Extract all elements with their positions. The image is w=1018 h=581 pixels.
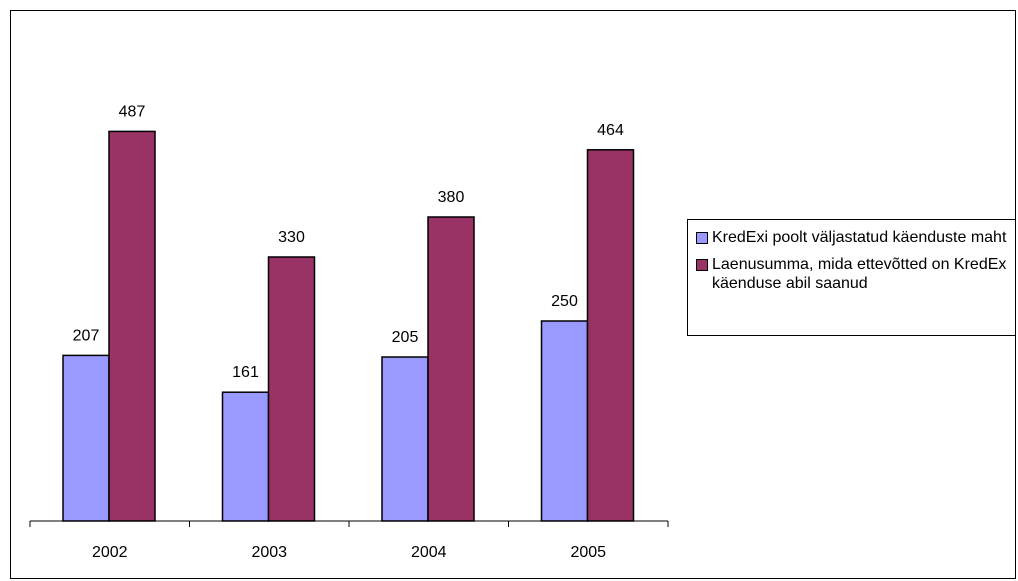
legend-label-series-2: Laenusumma, mida ettevõtted on KredEx kä… — [712, 256, 1007, 292]
bar-2005-series-1 — [540, 320, 589, 522]
data-label-2002-series-2: 487 — [119, 103, 146, 120]
legend: KredExi poolt väljastatud käenduste maht… — [687, 219, 1016, 336]
data-label-2004-series-2: 380 — [438, 189, 465, 206]
legend-label-series-1: KredExi poolt väljastatud käenduste maht — [712, 229, 1007, 246]
data-labels-layer: 207 487 161 330 205 380 250 464 — [73, 103, 624, 381]
legend-entry-series-1: KredExi poolt väljastatud käenduste maht — [696, 228, 1009, 247]
data-label-2002-series-1: 207 — [73, 327, 100, 344]
data-label-2005-series-1: 250 — [551, 293, 578, 310]
x-axis: 2002 2003 2004 2005 — [29, 520, 669, 561]
data-label-2004-series-1: 205 — [392, 329, 419, 346]
bar-2002-series-2 — [108, 130, 156, 522]
bar-2005-series-2 — [586, 149, 635, 522]
x-tick-label-2003: 2003 — [251, 544, 287, 561]
bars-layer — [62, 130, 635, 522]
x-tick-label-2002: 2002 — [92, 544, 128, 561]
legend-swatch-series-2 — [696, 259, 708, 271]
legend-swatch-series-1 — [696, 232, 708, 244]
data-label-2003-series-2: 330 — [278, 229, 305, 246]
data-label-2005-series-2: 464 — [597, 122, 624, 139]
bar-2004-series-2 — [427, 216, 475, 522]
data-label-2003-series-1: 161 — [232, 364, 259, 381]
bar-2004-series-1 — [381, 356, 429, 522]
bar-2002-series-1 — [62, 354, 110, 522]
bar-2003-series-1 — [221, 391, 270, 522]
legend-entry-series-2: Laenusumma, mida ettevõtted on KredEx kä… — [696, 255, 1009, 293]
bar-2003-series-2 — [267, 256, 316, 522]
x-tick-label-2004: 2004 — [411, 544, 447, 561]
x-tick-label-2005: 2005 — [570, 544, 606, 561]
